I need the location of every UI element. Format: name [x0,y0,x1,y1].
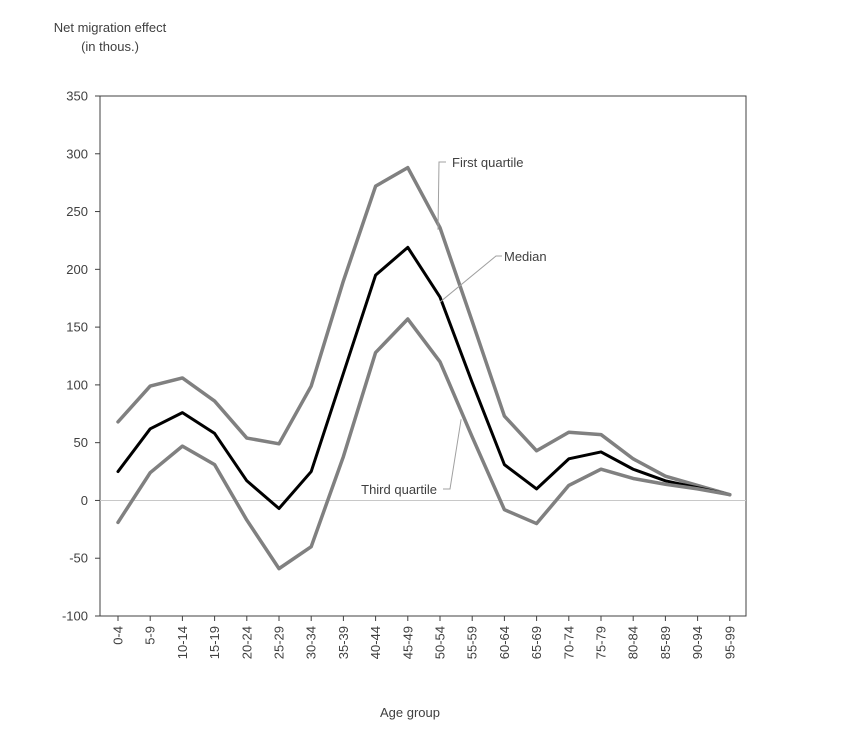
annotation-label: Median [504,249,547,264]
series-line-0 [116,165,732,497]
x-tick-label: 90-94 [690,626,705,659]
x-tick-label: 50-54 [433,626,448,659]
x-tick-label: 80-84 [626,626,641,659]
annotation-label: First quartile [452,155,524,170]
y-tick-label: -100 [62,609,88,624]
x-tick-label: 55-59 [465,626,480,659]
y-axis-title-line-2: (in thous.) [81,39,139,54]
y-tick-label: 150 [66,320,88,335]
x-tick-label: 65-69 [529,626,544,659]
y-axis: -100 -50 0 50 100 150 200 250 300 350 [62,89,100,624]
annotation-label: Third quartile [361,482,437,497]
plot-area [99,95,747,617]
x-tick-label: 75-79 [594,626,609,659]
y-tick-label: -50 [69,551,88,566]
x-tick-label: 10-14 [175,626,190,659]
y-tick-label: 300 [66,146,88,161]
y-tick-label: 50 [74,435,88,450]
x-tick-label: 5-9 [143,626,158,645]
x-tick-label: 15-19 [207,626,222,659]
x-tick-label: 0-4 [111,626,126,645]
annotation-leader [437,161,446,230]
y-tick-label: 350 [66,89,88,104]
y-axis-title-line-1: Net migration effect [53,20,167,35]
series-line-2 [116,317,732,571]
y-tick-label: 250 [66,204,88,219]
series-line-1 [116,245,732,511]
x-tick-label: 30-34 [304,626,319,659]
series-annotations: First quartile Median Third quartile [361,155,547,497]
x-axis-title: Age group [380,705,440,720]
x-tick-label: 95-99 [722,626,737,659]
annotation-leader [439,255,502,303]
x-tick-label: 40-44 [368,626,383,659]
x-tick-label: 85-89 [658,626,673,659]
y-tick-label: 0 [81,493,88,508]
series-lines [116,165,732,571]
x-tick-label: 70-74 [561,626,576,659]
x-tick-label: 25-29 [272,626,287,659]
x-tick-label: 45-49 [400,626,415,659]
annotation-leader [443,419,462,490]
x-tick-label: 20-24 [239,626,254,659]
y-tick-label: 200 [66,262,88,277]
x-tick-label: 60-64 [497,626,512,659]
x-tick-label: 35-39 [336,626,351,659]
y-tick-label: 100 [66,377,88,392]
x-axis: 0-4 5-9 10-14 15-19 20-24 25-29 30-34 35-39 40-4… [111,616,737,659]
